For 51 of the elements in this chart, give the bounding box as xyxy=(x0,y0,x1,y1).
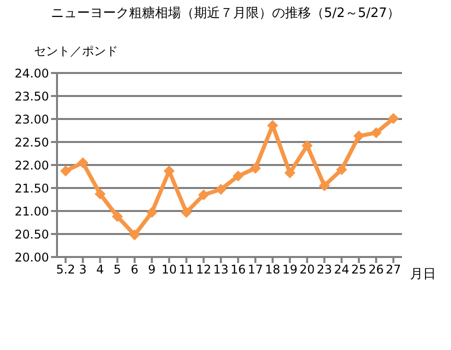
x-tick-label: 4 xyxy=(96,262,104,277)
point xyxy=(336,164,348,176)
y-tick-label: 24.00 xyxy=(14,66,49,80)
x-tick-label: 5 xyxy=(114,262,122,277)
point xyxy=(77,157,88,168)
point xyxy=(164,165,175,176)
y-tick-label: 20.50 xyxy=(14,227,49,242)
point xyxy=(353,130,364,142)
point xyxy=(146,206,158,218)
x-tick-label: 16 xyxy=(230,262,246,277)
x-tick-label: 13 xyxy=(213,262,229,277)
point xyxy=(198,189,210,200)
point xyxy=(60,165,72,176)
x-tick-label: 9 xyxy=(148,262,156,277)
x-tick-label: 11 xyxy=(178,262,194,277)
x-tick-label: 19 xyxy=(282,262,298,277)
x-tick-label: 12 xyxy=(196,262,212,277)
y-tick-label: 22.50 xyxy=(14,135,49,150)
x-tick-label: 27 xyxy=(386,262,402,277)
point xyxy=(112,211,123,222)
x-tick-label: 20 xyxy=(299,262,315,277)
point xyxy=(94,188,106,200)
point xyxy=(302,140,313,152)
point xyxy=(215,184,226,195)
x-tick-label: 24 xyxy=(334,262,350,277)
y-tick-label: 20.00 xyxy=(14,250,49,264)
point xyxy=(388,113,399,124)
x-tick-label: 25 xyxy=(351,262,367,277)
x-tick-label: 23 xyxy=(316,262,332,277)
point xyxy=(250,162,261,174)
point xyxy=(318,180,330,192)
x-tick-label: 6 xyxy=(130,262,138,277)
x-tick-label: 5.2 xyxy=(56,262,76,277)
y-tick-label: 21.50 xyxy=(14,181,49,196)
x-axis-title: 月日 xyxy=(410,266,436,283)
x-tick-label: 18 xyxy=(264,262,280,277)
point xyxy=(129,229,140,240)
point xyxy=(284,167,296,178)
y-tick-label: 21.00 xyxy=(14,204,49,218)
y-tick-label: 23.00 xyxy=(14,112,49,126)
y-tick-label: 23.50 xyxy=(14,89,49,104)
x-tick-label: 17 xyxy=(248,262,264,277)
x-tick-label: 3 xyxy=(79,262,87,277)
point xyxy=(180,206,192,218)
point xyxy=(232,170,244,182)
x-tick-label: 10 xyxy=(161,262,177,277)
chart-title: ニューヨーク粗糖相場（期近７月限）の推移（5/2～5/27） xyxy=(50,5,402,22)
x-tick-label: 26 xyxy=(368,262,384,277)
point xyxy=(370,127,382,138)
y-tick-label: 22.00 xyxy=(14,158,49,172)
y-axis-title: セント／ポンド xyxy=(34,43,118,60)
